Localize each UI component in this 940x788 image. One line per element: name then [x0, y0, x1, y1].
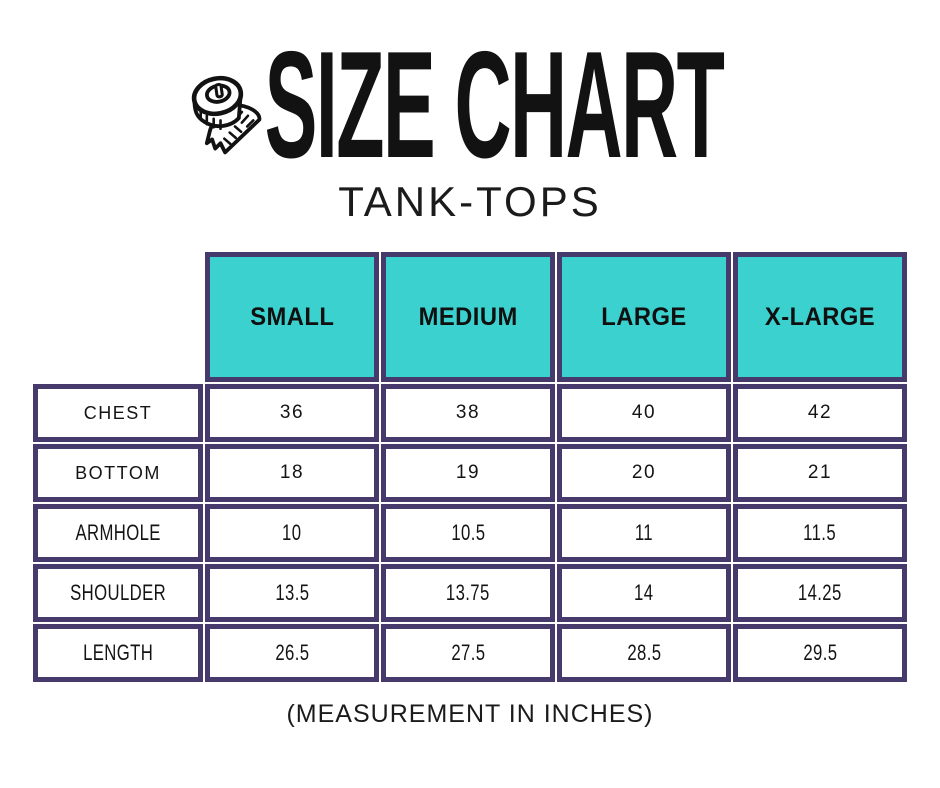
- cell-value: 13.75: [446, 580, 490, 605]
- cell-value: 10.5: [450, 520, 486, 545]
- page-subtitle: TANK-TOPS: [338, 178, 602, 225]
- row-label: BOTTOM: [75, 462, 161, 483]
- row-label-shoulder: SHOULDER: [33, 564, 203, 622]
- table-row-armhole: ARMHOLE 10 10.5 11 11.5: [33, 504, 907, 562]
- cell-value: 13.5: [274, 580, 310, 605]
- table-cell: 11.5: [733, 504, 907, 562]
- row-label: CHEST: [83, 402, 153, 423]
- column-header-label: LARGE: [601, 302, 687, 331]
- row-label-armhole: ARMHOLE: [33, 504, 203, 562]
- blank-corner-cell: [33, 252, 203, 382]
- size-table: SMALL MEDIUM LARGE X-LARGE CHEST 36 38 4…: [31, 250, 909, 684]
- table-cell: 18: [205, 444, 379, 502]
- cell-value: 29.5: [802, 640, 838, 665]
- table-cell: 11: [557, 504, 731, 562]
- table-row-shoulder: SHOULDER 13.5 13.75 14 14.25: [33, 564, 907, 622]
- cell-value: 14: [634, 580, 654, 605]
- table-cell: 29.5: [733, 624, 907, 682]
- table-cell: 36: [205, 384, 379, 442]
- table-cell: 10.5: [381, 504, 555, 562]
- cell-value: 14.25: [798, 580, 842, 605]
- cell-value: 28.5: [626, 640, 662, 665]
- cell-value: 42: [807, 402, 833, 423]
- cell-value: 11.5: [803, 520, 837, 545]
- table-cell: 21: [733, 444, 907, 502]
- cell-value: 27.5: [450, 640, 486, 665]
- row-label: ARMHOLE: [75, 520, 161, 545]
- cell-value: 40: [631, 402, 657, 423]
- table-cell: 13.75: [381, 564, 555, 622]
- table-cell: 14: [557, 564, 731, 622]
- column-header-small: SMALL: [205, 252, 379, 382]
- page-title: SIZE CHART: [265, 29, 725, 181]
- table-cell: 28.5: [557, 624, 731, 682]
- title-row: SIZE CHART: [0, 29, 924, 181]
- table-row-bottom: BOTTOM 18 19 20 21: [33, 444, 907, 502]
- table-cell: 38: [381, 384, 555, 442]
- table-cell: 19: [381, 444, 555, 502]
- table-cell: 26.5: [205, 624, 379, 682]
- table-row-chest: CHEST 36 38 40 42: [33, 384, 907, 442]
- table-cell: 13.5: [205, 564, 379, 622]
- table-header-row: SMALL MEDIUM LARGE X-LARGE: [33, 252, 907, 382]
- cell-value: 20: [631, 462, 657, 483]
- column-header-large: LARGE: [557, 252, 731, 382]
- row-label-chest: CHEST: [33, 384, 203, 442]
- table-row-length: LENGTH 26.5 27.5 28.5 29.5: [33, 624, 907, 682]
- header: SIZE CHART TANK-TOPS: [0, 0, 940, 226]
- table-cell: 20: [557, 444, 731, 502]
- cell-value: 18: [279, 462, 305, 483]
- cell-value: 21: [807, 462, 833, 483]
- table-cell: 27.5: [381, 624, 555, 682]
- cell-value: 26.5: [274, 640, 310, 665]
- table-cell: 40: [557, 384, 731, 442]
- row-label: SHOULDER: [70, 580, 166, 605]
- column-header-label: MEDIUM: [418, 302, 518, 331]
- cell-value: 11: [634, 520, 654, 545]
- row-label: LENGTH: [82, 640, 154, 665]
- row-label-bottom: BOTTOM: [33, 444, 203, 502]
- cell-value: 10: [282, 520, 302, 545]
- table-cell: 10: [205, 504, 379, 562]
- measuring-tape-icon: [187, 64, 267, 160]
- cell-value: 19: [455, 462, 481, 483]
- cell-value: 36: [279, 402, 305, 423]
- cell-value: 38: [455, 402, 481, 423]
- table-cell: 14.25: [733, 564, 907, 622]
- page-title-text: SIZE CHART: [264, 19, 725, 190]
- row-label-length: LENGTH: [33, 624, 203, 682]
- table-cell: 42: [733, 384, 907, 442]
- measurement-note: (MEASUREMENT IN INCHES): [286, 700, 654, 728]
- column-header-medium: MEDIUM: [381, 252, 555, 382]
- column-header-label: SMALL: [249, 302, 335, 331]
- column-header-xlarge: X-LARGE: [733, 252, 907, 382]
- column-header-label: X-LARGE: [764, 302, 876, 331]
